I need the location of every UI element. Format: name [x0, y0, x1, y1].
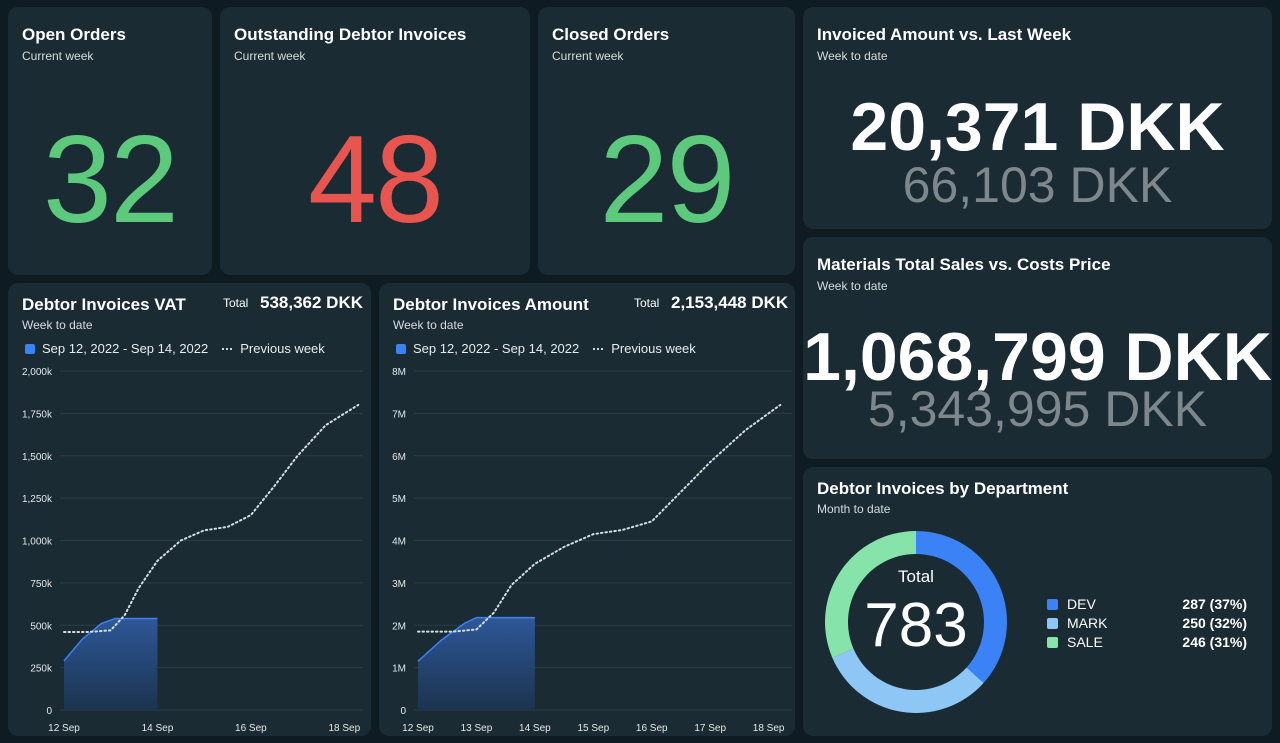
materials-sales-card[interactable]: Materials Total Sales vs. Costs Price We… [803, 237, 1272, 459]
card-subtitle: Week to date [22, 318, 93, 332]
vat-total-value: 538,362 DKK [260, 293, 364, 312]
amount-chart: 0 1M 2M 3M 4M 5M 6M 7M 8M 12 Sep 13 Sep 14 Sep 15 Se… [392, 367, 792, 734]
y-tick-label: 1,250k [22, 494, 53, 505]
department-value: 250 (32%) [1182, 615, 1247, 631]
x-tick-label: 14 Sep [142, 723, 174, 734]
card-title: Closed Orders [552, 25, 670, 44]
vat-total-label: Total [223, 296, 249, 310]
legend-swatch-icon [1047, 617, 1058, 629]
amount-total-label: Total [634, 296, 660, 310]
legend-swatch-icon [1047, 636, 1058, 648]
donut-total-label: Total [898, 567, 934, 586]
legend-current[interactable]: Sep 12, 2022 - Sep 14, 2022 [42, 341, 209, 356]
amount-total-value: 2,153,448 DKK [671, 293, 789, 312]
legend-previous[interactable]: Previous week [240, 341, 325, 356]
legend-swatch-icon [1047, 598, 1058, 610]
amount-legend: Sep 12, 2022 - Sep 14, 2022 Previous wee… [396, 341, 696, 356]
donut-slice-dev [916, 531, 1007, 683]
donut-slice-mark [832, 648, 984, 713]
x-tick-label: 14 Sep [519, 723, 551, 734]
legend-dotted-icon [222, 347, 233, 350]
department-name: SALE [1067, 634, 1103, 650]
x-tick-label: 18 Sep [328, 723, 360, 734]
invoiced-amount-card[interactable]: Invoiced Amount vs. Last Week Week to da… [803, 7, 1272, 229]
y-tick-label: 3M [392, 579, 406, 590]
closed-orders-card[interactable]: Closed Orders Current week 29 [538, 7, 795, 275]
card-title: Open Orders [22, 25, 126, 44]
x-tick-label: 12 Sep [402, 723, 434, 734]
closed-orders-value: 29 [599, 111, 736, 249]
department-value: 287 (37%) [1182, 596, 1247, 612]
department-name: DEV [1067, 596, 1096, 612]
outstanding-invoices-value: 48 [308, 111, 444, 249]
x-tick-label: 17 Sep [694, 723, 726, 734]
x-tick-label: 12 Sep [48, 723, 80, 734]
materials-current-value: 1,068,799 DKK [803, 319, 1272, 395]
previous-week-line [63, 403, 360, 634]
department-row[interactable]: DEV 287 (37%) [1047, 596, 1247, 612]
previous-week-line [417, 403, 782, 633]
vat-legend: Sep 12, 2022 - Sep 14, 2022 Previous wee… [25, 341, 325, 356]
y-tick-label: 4M [392, 537, 406, 548]
department-donut: Total 783 [825, 531, 1007, 713]
y-tick-label: 1M [392, 664, 406, 675]
y-tick-label: 250k [30, 664, 53, 675]
donut-slice-sale [825, 531, 916, 658]
card-subtitle: Week to date [817, 279, 888, 293]
department-row[interactable]: SALE 246 (31%) [1047, 634, 1247, 650]
card-title: Outstanding Debtor Invoices [234, 25, 467, 44]
materials-previous-value: 5,343,995 DKK [867, 381, 1208, 437]
department-row[interactable]: MARK 250 (32%) [1047, 615, 1247, 631]
current-series-area [64, 618, 158, 710]
current-series-area [418, 617, 535, 710]
legend-dotted-icon [593, 347, 604, 350]
card-title: Materials Total Sales vs. Costs Price [817, 255, 1111, 274]
card-subtitle: Week to date [817, 49, 888, 63]
y-tick-label: 0 [46, 706, 52, 717]
open-orders-value: 32 [43, 111, 179, 249]
invoiced-current-value: 20,371 DKK [850, 89, 1225, 165]
outstanding-invoices-card[interactable]: Outstanding Debtor Invoices Current week… [220, 7, 530, 275]
legend-square-icon [396, 343, 406, 354]
card-title: Debtor Invoices by Department [817, 479, 1069, 498]
card-title: Debtor Invoices VAT [22, 295, 186, 314]
card-subtitle: Current week [22, 49, 94, 63]
department-name: MARK [1067, 615, 1108, 631]
donut-total-value: 783 [864, 591, 967, 660]
x-tick-label: 16 Sep [636, 723, 668, 734]
y-tick-label: 2M [392, 621, 406, 632]
y-tick-label: 5M [392, 494, 406, 505]
card-subtitle: Current week [234, 49, 306, 63]
department-value: 246 (31%) [1182, 634, 1247, 650]
legend-current[interactable]: Sep 12, 2022 - Sep 14, 2022 [413, 341, 580, 356]
vat-chart: 0 250k 500k 750k 1,000k 1,250k 1,500k 1,750k 2,0… [22, 367, 363, 734]
y-tick-label: 500k [30, 621, 53, 632]
legend-square-icon [25, 343, 35, 354]
open-orders-card[interactable]: Open Orders Current week 32 [8, 7, 212, 275]
card-title: Invoiced Amount vs. Last Week [817, 25, 1072, 44]
x-tick-label: 18 Sep [753, 723, 785, 734]
y-tick-label: 750k [30, 579, 53, 590]
x-tick-label: 15 Sep [577, 723, 609, 734]
y-tick-label: 7M [392, 409, 406, 420]
card-subtitle: Week to date [393, 318, 464, 332]
x-tick-label: 16 Sep [235, 723, 267, 734]
y-tick-label: 1,750k [22, 409, 53, 420]
card-title: Debtor Invoices Amount [393, 295, 589, 314]
x-tick-label: 13 Sep [461, 723, 493, 734]
y-tick-label: 1,000k [22, 537, 53, 548]
y-tick-label: 0 [400, 706, 406, 717]
y-tick-label: 1,500k [22, 452, 53, 463]
y-tick-label: 6M [392, 452, 406, 463]
card-subtitle: Month to date [817, 502, 891, 516]
current-series-line [417, 616, 535, 662]
legend-previous[interactable]: Previous week [611, 341, 696, 356]
current-series-line [63, 617, 158, 662]
card-subtitle: Current week [552, 49, 624, 63]
y-tick-label: 2,000k [22, 367, 53, 378]
y-tick-label: 8M [392, 367, 406, 378]
invoiced-previous-value: 66,103 DKK [902, 157, 1173, 213]
